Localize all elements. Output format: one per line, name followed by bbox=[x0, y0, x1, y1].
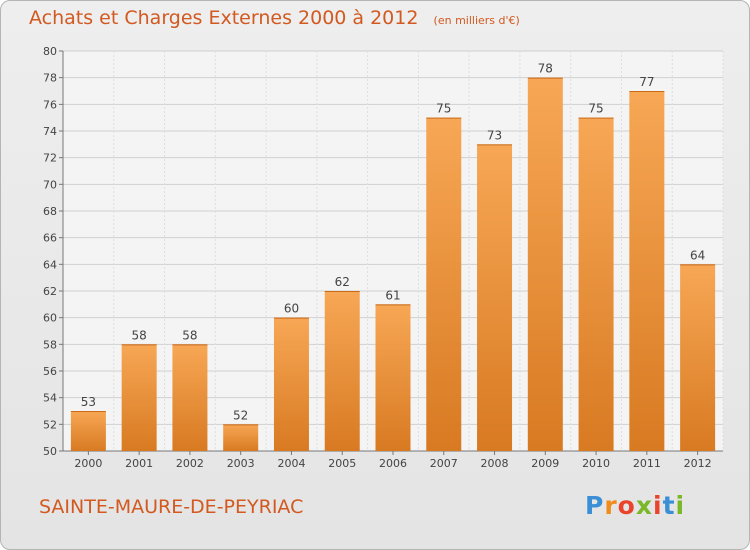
x-tick-label: 2012 bbox=[684, 457, 712, 470]
plot-area: 50 52 54 56 58 60 62 64 66 68 70 72 74 76 78 80 53 2000 58… bbox=[43, 45, 724, 470]
y-tick-label: 58 bbox=[43, 338, 57, 351]
logo-letter: i bbox=[675, 491, 686, 520]
x-tick-label: 2005 bbox=[328, 457, 356, 470]
data-label: 73 bbox=[487, 128, 502, 142]
bar bbox=[172, 344, 208, 451]
x-tick-label: 2010 bbox=[582, 457, 610, 470]
proxiti-logo: Proxiti bbox=[585, 491, 685, 520]
x-tick-label: 2001 bbox=[125, 457, 153, 470]
chart-title: Achats et Charges Externes 2000 à 2012 bbox=[29, 7, 419, 29]
data-label: 75 bbox=[588, 102, 603, 116]
y-tick-label: 78 bbox=[43, 72, 57, 85]
data-label: 58 bbox=[132, 328, 147, 342]
bar bbox=[527, 77, 563, 452]
data-label: 61 bbox=[385, 288, 400, 302]
logo-letter: r bbox=[604, 491, 618, 520]
logo-letter: x bbox=[635, 491, 653, 520]
data-label: 62 bbox=[335, 275, 350, 289]
data-label: 77 bbox=[639, 75, 654, 89]
y-tick-label: 72 bbox=[43, 152, 57, 165]
bar bbox=[223, 424, 259, 451]
data-label: 78 bbox=[538, 62, 553, 76]
bar bbox=[324, 291, 360, 451]
x-tick-label: 2008 bbox=[481, 457, 509, 470]
bar bbox=[121, 344, 157, 451]
data-label: 64 bbox=[690, 248, 705, 262]
y-tick-label: 62 bbox=[43, 285, 57, 298]
x-tick-label: 2003 bbox=[227, 457, 255, 470]
y-tick-label: 56 bbox=[43, 365, 57, 378]
x-tick-label: 2009 bbox=[531, 457, 559, 470]
data-label: 58 bbox=[182, 328, 197, 342]
logo-letter: P bbox=[585, 491, 605, 520]
bar bbox=[70, 411, 106, 451]
logo-letter: t bbox=[662, 491, 676, 520]
title-row: Achats et Charges Externes 2000 à 2012 (… bbox=[29, 7, 520, 29]
x-tick-label: 2007 bbox=[430, 457, 458, 470]
y-tick-label: 50 bbox=[43, 445, 57, 458]
y-tick-label: 68 bbox=[43, 205, 57, 218]
y-tick-label: 54 bbox=[43, 392, 57, 405]
bar bbox=[375, 304, 411, 451]
logo-letter: o bbox=[617, 491, 636, 520]
bar bbox=[680, 264, 716, 451]
commune-name: SAINTE-MAURE-DE-PEYRIAC bbox=[39, 496, 304, 518]
data-label: 52 bbox=[233, 408, 248, 422]
logo-letter: i bbox=[653, 491, 663, 520]
y-tick-label: 70 bbox=[43, 178, 57, 191]
bar bbox=[629, 91, 665, 451]
chart-subtitle: (en milliers d'€) bbox=[433, 14, 520, 27]
x-tick-label: 2002 bbox=[176, 457, 204, 470]
y-tick-label: 60 bbox=[43, 312, 57, 325]
y-tick-label: 74 bbox=[43, 125, 57, 138]
y-tick-label: 52 bbox=[43, 418, 57, 431]
bar bbox=[477, 144, 513, 452]
bar bbox=[578, 117, 614, 452]
y-tick-label: 76 bbox=[43, 98, 57, 111]
data-label: 75 bbox=[436, 102, 451, 116]
data-label: 60 bbox=[284, 302, 299, 316]
y-tick-label: 80 bbox=[43, 45, 57, 58]
data-label: 53 bbox=[81, 395, 96, 409]
y-tick-label: 64 bbox=[43, 258, 57, 271]
bar bbox=[426, 117, 462, 452]
x-tick-label: 2011 bbox=[633, 457, 661, 470]
x-tick-label: 2004 bbox=[277, 457, 305, 470]
x-tick-label: 2000 bbox=[74, 457, 102, 470]
bar bbox=[273, 317, 309, 451]
y-tick-label: 66 bbox=[43, 232, 57, 245]
x-tick-label: 2006 bbox=[379, 457, 407, 470]
